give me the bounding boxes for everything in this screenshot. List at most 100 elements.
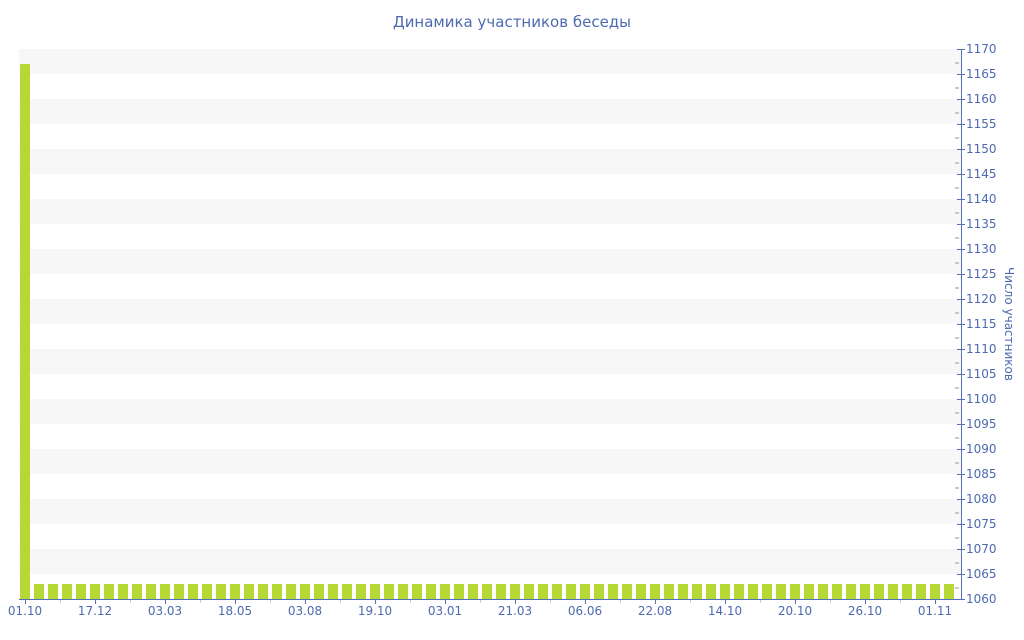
y-tick-label: 1100 — [966, 392, 997, 406]
y-axis-major-tick — [957, 524, 965, 525]
bar — [510, 584, 520, 599]
bar — [286, 584, 296, 599]
y-tick-label: 1130 — [966, 242, 997, 256]
y-tick-label: 1075 — [966, 517, 997, 531]
x-tick-label: 21.03 — [497, 604, 533, 618]
bar — [328, 584, 338, 599]
bar — [118, 584, 128, 599]
x-tick-label: 26.10 — [847, 604, 883, 618]
bar — [818, 584, 828, 599]
x-tick-label: 22.08 — [637, 604, 673, 618]
x-axis-major-tick — [585, 600, 586, 604]
bar — [482, 584, 492, 599]
y-axis-major-tick — [957, 424, 965, 425]
bar — [188, 584, 198, 599]
bar — [566, 584, 576, 599]
x-tick-label: 20.10 — [777, 604, 813, 618]
bar — [580, 584, 590, 599]
bar — [720, 584, 730, 599]
bar — [202, 584, 212, 599]
x-tick-label: 03.01 — [427, 604, 463, 618]
x-axis-major-tick — [375, 600, 376, 604]
x-tick-label: 17.12 — [77, 604, 113, 618]
bar — [468, 584, 478, 599]
bar — [692, 584, 702, 599]
y-axis-minor-tick — [955, 562, 959, 564]
y-tick-label: 1145 — [966, 167, 997, 181]
y-axis-minor-tick — [955, 537, 959, 539]
bar — [650, 584, 660, 599]
bar — [636, 584, 646, 599]
y-tick-label: 1085 — [966, 467, 997, 481]
x-tick-label: 01.11 — [917, 604, 953, 618]
y-tick-label: 1095 — [966, 417, 997, 431]
x-axis-minor-tick — [550, 600, 551, 603]
x-axis-major-tick — [795, 600, 796, 604]
x-axis-major-tick — [235, 600, 236, 604]
bar — [930, 584, 940, 599]
bar — [342, 584, 352, 599]
y-tick-label: 1155 — [966, 117, 997, 131]
y-axis-major-tick — [957, 474, 965, 475]
bar — [370, 584, 380, 599]
x-tick-label: 01.10 — [7, 604, 43, 618]
y-axis-major-tick — [957, 249, 965, 250]
y-tick-label: 1140 — [966, 192, 997, 206]
y-axis-major-tick — [957, 74, 965, 75]
y-axis-minor-tick — [955, 337, 959, 339]
bar — [216, 584, 226, 599]
bar — [664, 584, 674, 599]
plot-area — [19, 49, 965, 600]
bar — [314, 584, 324, 599]
y-axis-minor-tick — [955, 387, 959, 389]
y-axis-minor-tick — [955, 362, 959, 364]
y-axis-major-tick — [957, 99, 965, 100]
bar — [300, 584, 310, 599]
bar — [860, 584, 870, 599]
bar — [608, 584, 618, 599]
bar — [888, 584, 898, 599]
bar — [384, 584, 394, 599]
y-tick-label: 1105 — [966, 367, 997, 381]
bar — [622, 584, 632, 599]
y-axis-minor-tick — [955, 137, 959, 139]
y-tick-label: 1160 — [966, 92, 997, 106]
y-tick-label: 1135 — [966, 217, 997, 231]
x-tick-label: 14.10 — [707, 604, 743, 618]
bar — [34, 584, 44, 599]
bar — [454, 584, 464, 599]
y-axis-major-tick — [957, 274, 965, 275]
bar — [426, 584, 436, 599]
x-axis-minor-tick — [690, 600, 691, 603]
bar — [440, 584, 450, 599]
bar — [776, 584, 786, 599]
bar — [706, 584, 716, 599]
bar — [90, 584, 100, 599]
y-axis-minor-tick — [955, 437, 959, 439]
y-axis-minor-tick — [955, 587, 959, 589]
y-axis-major-tick — [957, 574, 965, 575]
y-axis-minor-tick — [955, 237, 959, 239]
y-tick-label: 1070 — [966, 542, 997, 556]
y-axis-minor-tick — [955, 212, 959, 214]
y-axis-major-tick — [957, 324, 965, 325]
y-axis-title: Число участников — [1002, 267, 1016, 381]
bar — [594, 584, 604, 599]
bar — [272, 584, 282, 599]
bar — [244, 584, 254, 599]
y-tick-label: 1165 — [966, 67, 997, 81]
bar — [132, 584, 142, 599]
y-axis-minor-tick — [955, 162, 959, 164]
bar — [230, 584, 240, 599]
x-axis-minor-tick — [200, 600, 201, 603]
x-axis-major-tick — [25, 600, 26, 604]
y-axis-major-tick — [957, 399, 965, 400]
bar — [804, 584, 814, 599]
x-axis-minor-tick — [340, 600, 341, 603]
x-axis-major-tick — [95, 600, 96, 604]
chart-title: Динамика участников беседы — [392, 13, 632, 31]
y-axis-minor-tick — [955, 187, 959, 189]
y-axis-minor-tick — [955, 87, 959, 89]
y-axis-minor-tick — [955, 287, 959, 289]
